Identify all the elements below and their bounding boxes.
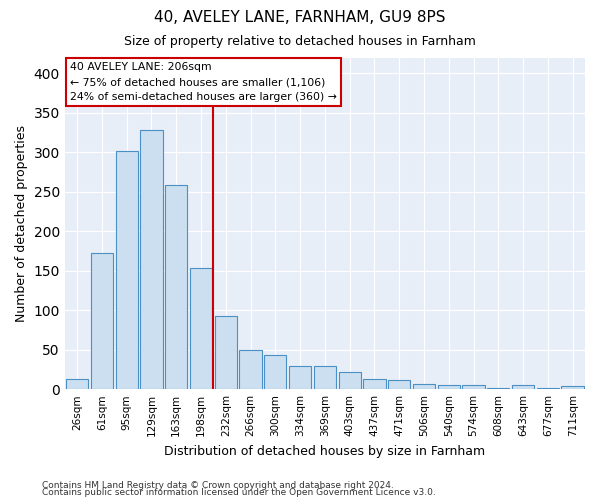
- Bar: [413, 384, 435, 389]
- Bar: [165, 184, 187, 389]
- Text: Contains public sector information licensed under the Open Government Licence v3: Contains public sector information licen…: [42, 488, 436, 497]
- Bar: [512, 385, 534, 389]
- Bar: [562, 386, 584, 389]
- Bar: [388, 380, 410, 389]
- Bar: [314, 366, 336, 389]
- Bar: [264, 355, 286, 389]
- Bar: [239, 350, 262, 389]
- X-axis label: Distribution of detached houses by size in Farnham: Distribution of detached houses by size …: [164, 444, 485, 458]
- Bar: [215, 316, 237, 389]
- Text: 40 AVELEY LANE: 206sqm
← 75% of detached houses are smaller (1,106)
24% of semi-: 40 AVELEY LANE: 206sqm ← 75% of detached…: [70, 62, 337, 102]
- Bar: [487, 388, 509, 389]
- Bar: [437, 385, 460, 389]
- Bar: [338, 372, 361, 389]
- Bar: [91, 254, 113, 389]
- Bar: [190, 268, 212, 389]
- Bar: [463, 385, 485, 389]
- Bar: [536, 388, 559, 389]
- Bar: [66, 379, 88, 389]
- Text: Contains HM Land Registry data © Crown copyright and database right 2024.: Contains HM Land Registry data © Crown c…: [42, 480, 394, 490]
- Text: 40, AVELEY LANE, FARNHAM, GU9 8PS: 40, AVELEY LANE, FARNHAM, GU9 8PS: [154, 10, 446, 25]
- Text: Size of property relative to detached houses in Farnham: Size of property relative to detached ho…: [124, 35, 476, 48]
- Bar: [116, 152, 138, 389]
- Bar: [289, 366, 311, 389]
- Y-axis label: Number of detached properties: Number of detached properties: [15, 125, 28, 322]
- Bar: [140, 130, 163, 389]
- Bar: [363, 379, 386, 389]
